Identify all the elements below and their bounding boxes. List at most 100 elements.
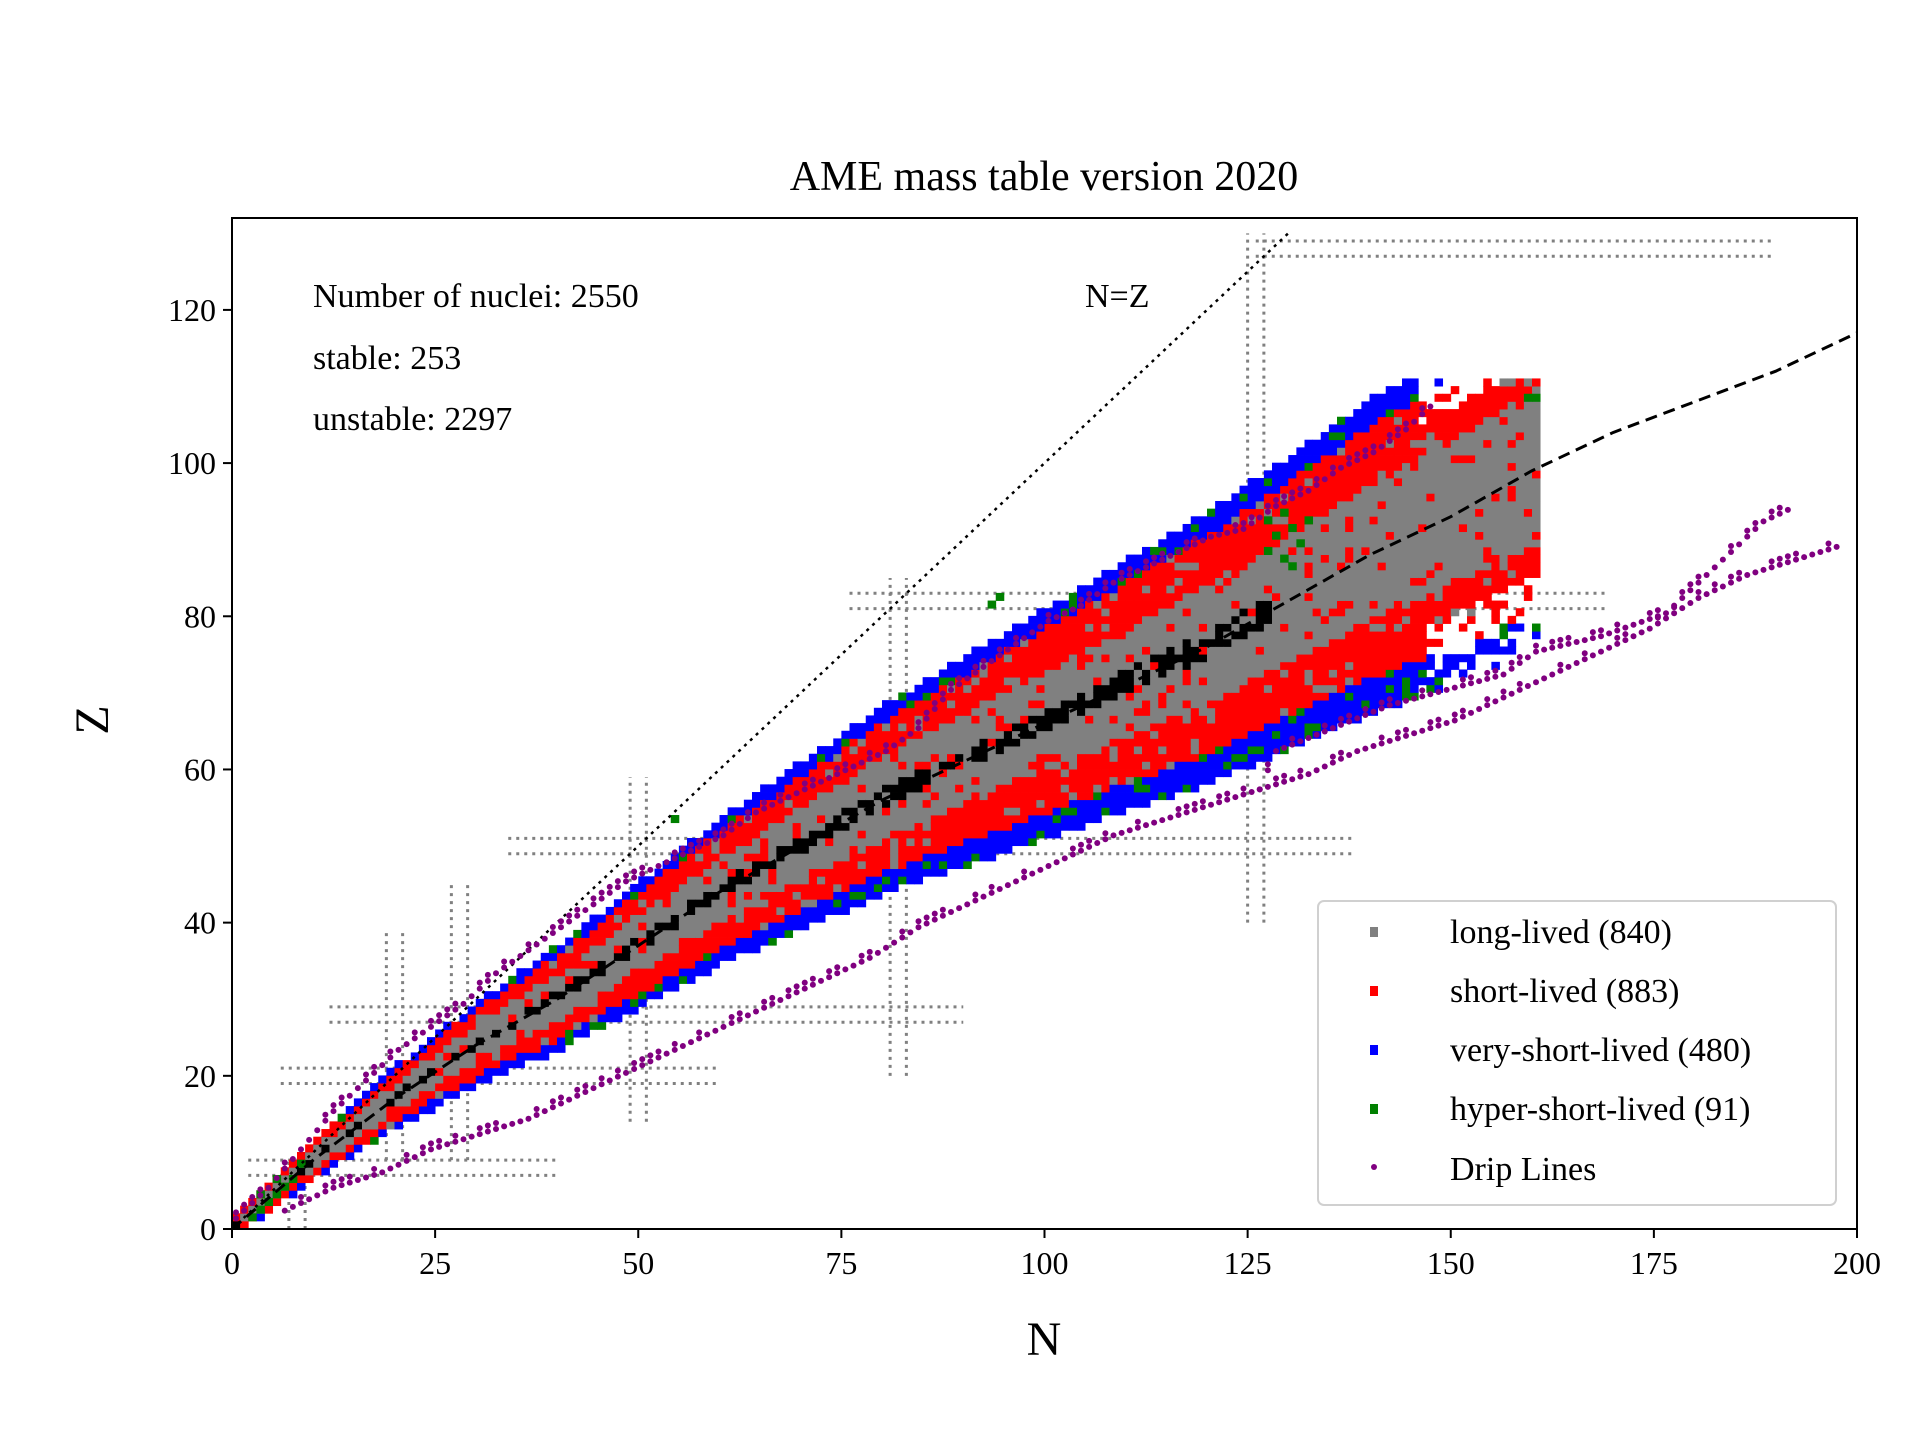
cell-short-lived bbox=[1125, 746, 1135, 755]
cell-short-lived bbox=[792, 799, 802, 808]
cell-long-lived bbox=[930, 784, 940, 793]
cell-short-lived bbox=[987, 707, 997, 716]
cell-short-lived bbox=[1410, 424, 1419, 433]
cell-short-lived bbox=[1280, 623, 1289, 632]
neutron-drip-point bbox=[1208, 801, 1214, 808]
cell-long-lived bbox=[1434, 447, 1444, 456]
cell-very-short-lived bbox=[427, 1106, 436, 1115]
cell-short-lived bbox=[622, 899, 631, 908]
cell-long-lived bbox=[841, 837, 850, 847]
cell-long-lived bbox=[1068, 707, 1078, 716]
cell-long-lived bbox=[1150, 692, 1159, 701]
cell-very-short-lived bbox=[1215, 516, 1224, 525]
cell-long-lived bbox=[1125, 631, 1135, 640]
cell-long-lived bbox=[630, 914, 639, 923]
cell-long-lived bbox=[792, 868, 802, 877]
cell-stable bbox=[792, 845, 802, 854]
cell-long-lived bbox=[873, 776, 883, 785]
cell-long-lived bbox=[1003, 746, 1013, 755]
cell-stable bbox=[613, 952, 623, 961]
proton-drip-point bbox=[1029, 629, 1036, 636]
cell-long-lived bbox=[1515, 539, 1525, 548]
cell-long-lived bbox=[1377, 539, 1387, 548]
cell-short-lived bbox=[1353, 638, 1362, 647]
cell-long-lived bbox=[1255, 577, 1265, 586]
neutron-drip-point bbox=[1638, 618, 1645, 625]
cell-long-lived bbox=[1475, 470, 1484, 479]
proton-drip-point bbox=[1394, 426, 1401, 433]
cell-short-lived bbox=[548, 968, 558, 977]
neutron-drip-point bbox=[1126, 827, 1133, 834]
cell-short-lived bbox=[1247, 554, 1257, 563]
cell-hyper-short-lived bbox=[1052, 815, 1062, 824]
cell-stable bbox=[1052, 715, 1062, 724]
neutron-drip-point bbox=[1191, 800, 1198, 807]
cell-very-short-lived bbox=[1475, 638, 1484, 647]
cell-long-lived bbox=[1507, 409, 1517, 418]
stability-line bbox=[231, 331, 1858, 1231]
cell-very-short-lived bbox=[1012, 830, 1021, 839]
cell-long-lived bbox=[1418, 478, 1427, 487]
proton-drip-point bbox=[1159, 556, 1166, 563]
cell-long-lived bbox=[1426, 439, 1435, 448]
cell-long-lived bbox=[1198, 600, 1208, 609]
y-tick-label: 0 bbox=[200, 1211, 216, 1247]
cell-long-lived bbox=[833, 799, 842, 808]
cell-long-lived bbox=[1402, 516, 1411, 525]
cell-short-lived bbox=[947, 837, 956, 847]
cell-long-lived bbox=[873, 830, 883, 839]
cell-long-lived bbox=[1142, 585, 1151, 594]
cell-long-lived bbox=[1393, 539, 1403, 548]
cell-long-lived bbox=[711, 883, 720, 892]
neutron-drip-point bbox=[980, 893, 987, 900]
cell-short-lived bbox=[1133, 738, 1143, 747]
cell-long-lived bbox=[1174, 600, 1184, 609]
cell-short-lived bbox=[1320, 500, 1330, 510]
cell-short-lived bbox=[1296, 478, 1305, 487]
cell-short-lived bbox=[1361, 478, 1370, 487]
cell-short-lived bbox=[930, 822, 940, 831]
cell-stable bbox=[890, 784, 899, 793]
cell-short-lived bbox=[1255, 715, 1265, 724]
cell-short-lived bbox=[1263, 585, 1273, 594]
cell-long-lived bbox=[1288, 623, 1297, 632]
cell-long-lived bbox=[963, 776, 972, 785]
cell-short-lived bbox=[987, 661, 997, 670]
cell-hyper-short-lived bbox=[654, 983, 664, 992]
proton-drip-point bbox=[744, 815, 751, 822]
cell-long-lived bbox=[914, 753, 924, 762]
cell-long-lived bbox=[1239, 669, 1249, 678]
cell-short-lived bbox=[557, 1029, 566, 1038]
cell-short-lived bbox=[987, 822, 997, 831]
cell-short-lived bbox=[589, 929, 599, 938]
proton-drip-point bbox=[452, 1000, 459, 1007]
cell-very-short-lived bbox=[1255, 493, 1265, 502]
neutron-drip-point bbox=[1533, 679, 1539, 686]
cell-very-short-lived bbox=[613, 899, 623, 908]
cell-long-lived bbox=[1068, 669, 1078, 678]
proton-drip-point bbox=[761, 799, 768, 806]
cell-short-lived bbox=[1458, 585, 1468, 594]
cell-short-lived bbox=[1247, 700, 1257, 709]
cell-long-lived bbox=[817, 876, 826, 885]
cell-long-lived bbox=[1337, 523, 1346, 533]
cell-short-lived bbox=[1166, 600, 1175, 609]
cell-long-lived bbox=[1190, 600, 1200, 609]
y-axis-title: Z bbox=[66, 705, 119, 734]
cell-short-lived bbox=[1182, 585, 1192, 594]
cell-long-lived bbox=[695, 914, 704, 923]
cell-very-short-lived bbox=[1393, 669, 1403, 678]
cell-short-lived bbox=[1190, 753, 1200, 762]
cell-stable bbox=[386, 1098, 395, 1107]
cell-short-lived bbox=[646, 975, 655, 984]
cell-long-lived bbox=[1280, 546, 1289, 555]
proton-drip-point bbox=[428, 1017, 434, 1024]
neutron-drip-point bbox=[493, 1119, 499, 1126]
cell-long-lived bbox=[1385, 546, 1395, 555]
cell-short-lived bbox=[1247, 677, 1257, 686]
neutron-drip-point bbox=[948, 908, 954, 915]
cell-long-lived bbox=[1150, 638, 1159, 647]
cell-stable bbox=[1125, 669, 1135, 678]
cell-short-lived bbox=[1418, 646, 1427, 655]
